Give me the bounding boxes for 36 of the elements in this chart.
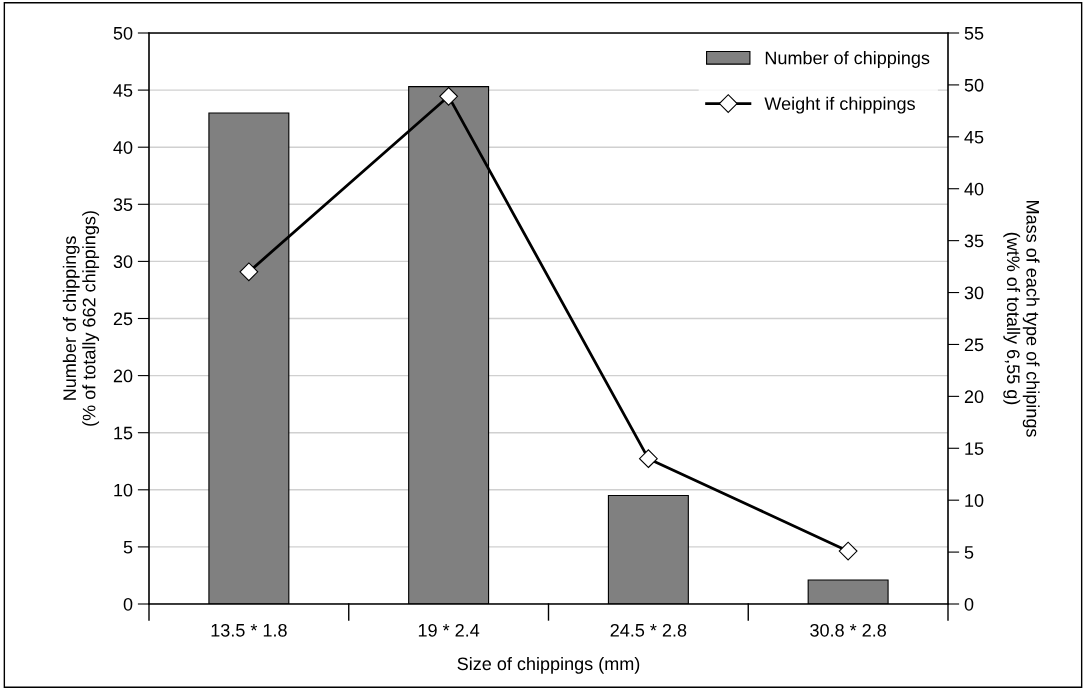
x-tick-label: 13.5 * 1.8 [211,623,287,637]
y-tick-label: 40 [113,141,133,154]
point [838,541,858,561]
y2-tick-label: 20 [964,390,984,404]
y-tick-label: 20 [113,369,133,383]
legend-label: Weight if chippings [764,96,915,114]
y-tick-label: 5 [123,541,133,554]
y-tick-label: 10 [114,483,133,497]
x-tick-label: 24.5 * 2.8 [610,623,687,637]
y-axis-title: Number of chippings (% of totally 662 chippings) [62,211,100,426]
y2-tick-label: 55 [964,27,984,40]
y-tick-label: 30 [113,255,133,269]
y2-tick-label: 10 [965,494,984,507]
y2-axis-title: Mass of each type of chipings (wt% of totally 6,55 g) [1003,201,1040,437]
x-tick-label: 30.8 * 2.8 [810,623,886,637]
point [239,262,259,282]
legend-label: Number of chippings [765,51,930,68]
y2-tick-label: 35 [964,234,984,248]
y2-tick-label: 45 [964,130,984,144]
y-tick-label: 25 [113,312,133,326]
point [439,86,459,106]
y2-tick-label: 25 [964,338,984,352]
y2-tick-label: 50 [964,78,984,92]
y-tick-label: 15 [114,426,133,440]
y2-tick-label: 15 [965,442,984,455]
y-tick-label: 35 [113,198,133,212]
point [638,449,658,469]
y2-tick-label: 30 [964,286,984,300]
x-tick-label: 19 * 2.4 [418,623,480,637]
x-axis-title: Size of chippings (mm) [457,656,640,674]
y-tick-label: 50 [113,26,133,40]
y2-tick-label: 40 [964,182,984,196]
y-tick-label: 0 [123,597,133,611]
y-tick-label: 45 [113,84,133,97]
y2-tick-label: 5 [964,546,974,559]
y2-tick-label: 0 [964,597,974,611]
